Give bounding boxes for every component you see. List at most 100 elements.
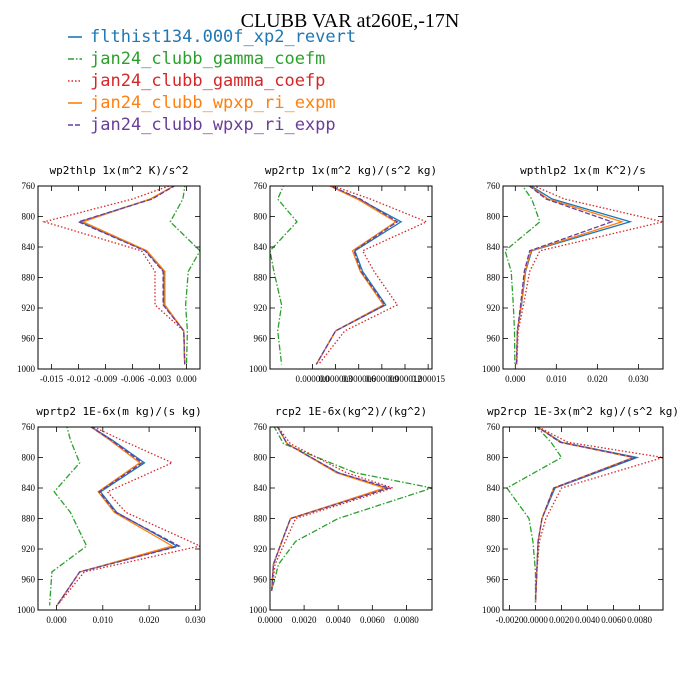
series-line [76, 186, 186, 365]
y-tick-label: 800 [487, 453, 501, 463]
y-tick-label: 880 [254, 514, 268, 524]
y-tick-label: 1000 [249, 364, 268, 374]
series-line [270, 186, 298, 365]
series-line [271, 427, 387, 591]
y-tick-label: 920 [254, 544, 268, 554]
y-tick-label: 840 [254, 242, 268, 252]
y-tick-label: 760 [487, 422, 501, 432]
series-line [56, 427, 181, 606]
series-line [315, 186, 403, 365]
x-tick-label: 0.0040 [326, 615, 351, 625]
x-tick-label: 0.0000 [258, 615, 283, 625]
y-tick-label: 760 [22, 422, 36, 432]
series-line [48, 427, 88, 606]
series-line [504, 186, 541, 365]
series-line [534, 427, 636, 603]
y-tick-label: 1000 [249, 605, 268, 615]
panel-title: wprtp2 1E-6x(m kg)/(s kg) [36, 405, 202, 418]
y-tick-label: 880 [254, 273, 268, 283]
y-tick-label: 840 [487, 483, 501, 493]
y-tick-label: 880 [487, 514, 501, 524]
series-line [515, 186, 625, 365]
x-tick-label: 0.000 [46, 615, 67, 625]
legend: flthist134.000f_xp2_revertjan24_clubb_ga… [68, 27, 356, 135]
y-tick-label: 800 [22, 453, 36, 463]
y-tick-label: 960 [22, 334, 36, 344]
y-tick-label: 960 [254, 575, 268, 585]
panel: wp2rtp 1x(m^2 kg)/(s^2 kg) 760 800 840 880 92… [249, 164, 446, 384]
y-tick-label: 880 [487, 273, 501, 283]
x-tick-label: 0.000000 [296, 374, 330, 384]
series-line [315, 186, 397, 365]
plot-frame [269, 185, 433, 370]
x-tick-label: -0.009 [94, 374, 118, 384]
figure-title: CLUBB VAR at260E,-17N [241, 10, 460, 32]
y-tick-label: 840 [22, 483, 36, 493]
plot-frame [37, 426, 201, 611]
x-tick-label: 0.0080 [394, 615, 419, 625]
x-tick-label: 0.030 [628, 374, 649, 384]
series-line [315, 186, 399, 365]
x-tick-label: 0.010 [546, 374, 567, 384]
y-tick-label: 840 [22, 242, 36, 252]
series-line [169, 186, 200, 365]
y-tick-label: 960 [22, 575, 36, 585]
x-tick-label: -0.015 [40, 374, 64, 384]
y-tick-label: 760 [22, 181, 36, 191]
panel-title: wp2rtp 1x(m^2 kg)/(s^2 kg) [265, 164, 437, 177]
plot-frame [269, 426, 433, 611]
y-tick-label: 800 [254, 453, 268, 463]
panel-title: wp2rcp 1E-3x(m^2 kg)/(s^2 kg) [487, 405, 679, 418]
legend-entry: jan24_clubb_wpxp_ri_expm [90, 93, 336, 113]
y-tick-label: 920 [254, 303, 268, 313]
x-tick-label: 0.000012 [388, 374, 422, 384]
series-line [41, 186, 186, 365]
y-tick-label: 920 [487, 544, 501, 554]
series-line [318, 186, 429, 365]
series-line [78, 186, 186, 365]
panel-title: wpthlp2 1x(m K^2)/s [520, 164, 646, 177]
panel: wprtp2 1E-6x(m kg)/(s kg)760 800 840 880 920… [17, 405, 206, 625]
y-tick-label: 920 [487, 303, 501, 313]
x-tick-label: 0.000003 [319, 374, 353, 384]
x-tick-label: 0.000009 [365, 374, 399, 384]
panel: rcp2 1E-6x(kg^2)/(kg^2) 760 800 840 880 920 96… [249, 405, 433, 625]
y-tick-label: 840 [487, 242, 501, 252]
x-tick-label: 0.020 [139, 615, 160, 625]
y-tick-label: 800 [254, 212, 268, 222]
x-tick-label: 0.0080 [627, 615, 652, 625]
y-tick-label: 960 [487, 575, 501, 585]
legend-entry: flthist134.000f_xp2_revert [90, 27, 356, 47]
panel: wpthlp2 1x(m K^2)/s 760 800 840 880 920 960 100… [482, 164, 664, 384]
panel-title: rcp2 1E-6x(kg^2)/(kg^2) [275, 405, 427, 418]
x-tick-label: 0.0020 [292, 615, 317, 625]
y-tick-label: 840 [254, 483, 268, 493]
series-line [271, 427, 432, 592]
x-tick-label: -0.0020 [496, 615, 524, 625]
series-line [534, 427, 663, 603]
x-tick-label: 0.000006 [342, 374, 376, 384]
legend-entry: jan24_clubb_gamma_coefm [90, 49, 325, 69]
y-tick-label: 1000 [17, 605, 36, 615]
x-tick-label: -0.006 [121, 374, 145, 384]
series-line [534, 427, 640, 603]
series-line [271, 427, 392, 591]
series-line [81, 186, 186, 365]
series-line [56, 427, 174, 606]
x-tick-label: 0.000 [505, 374, 526, 384]
y-tick-label: 1000 [482, 605, 501, 615]
series-line [516, 186, 663, 365]
y-tick-label: 760 [487, 181, 501, 191]
series-line [56, 427, 200, 606]
y-tick-label: 760 [254, 181, 268, 191]
series-line [271, 427, 395, 591]
y-tick-label: 960 [487, 334, 501, 344]
series-line [534, 427, 637, 603]
x-tick-label: 0.0020 [549, 615, 574, 625]
y-tick-label: 800 [22, 212, 36, 222]
y-tick-label: 960 [254, 334, 268, 344]
y-tick-label: 920 [22, 303, 36, 313]
x-tick-label: 0.0060 [601, 615, 626, 625]
plot-frame [502, 185, 664, 370]
x-tick-label: 0.0060 [360, 615, 385, 625]
